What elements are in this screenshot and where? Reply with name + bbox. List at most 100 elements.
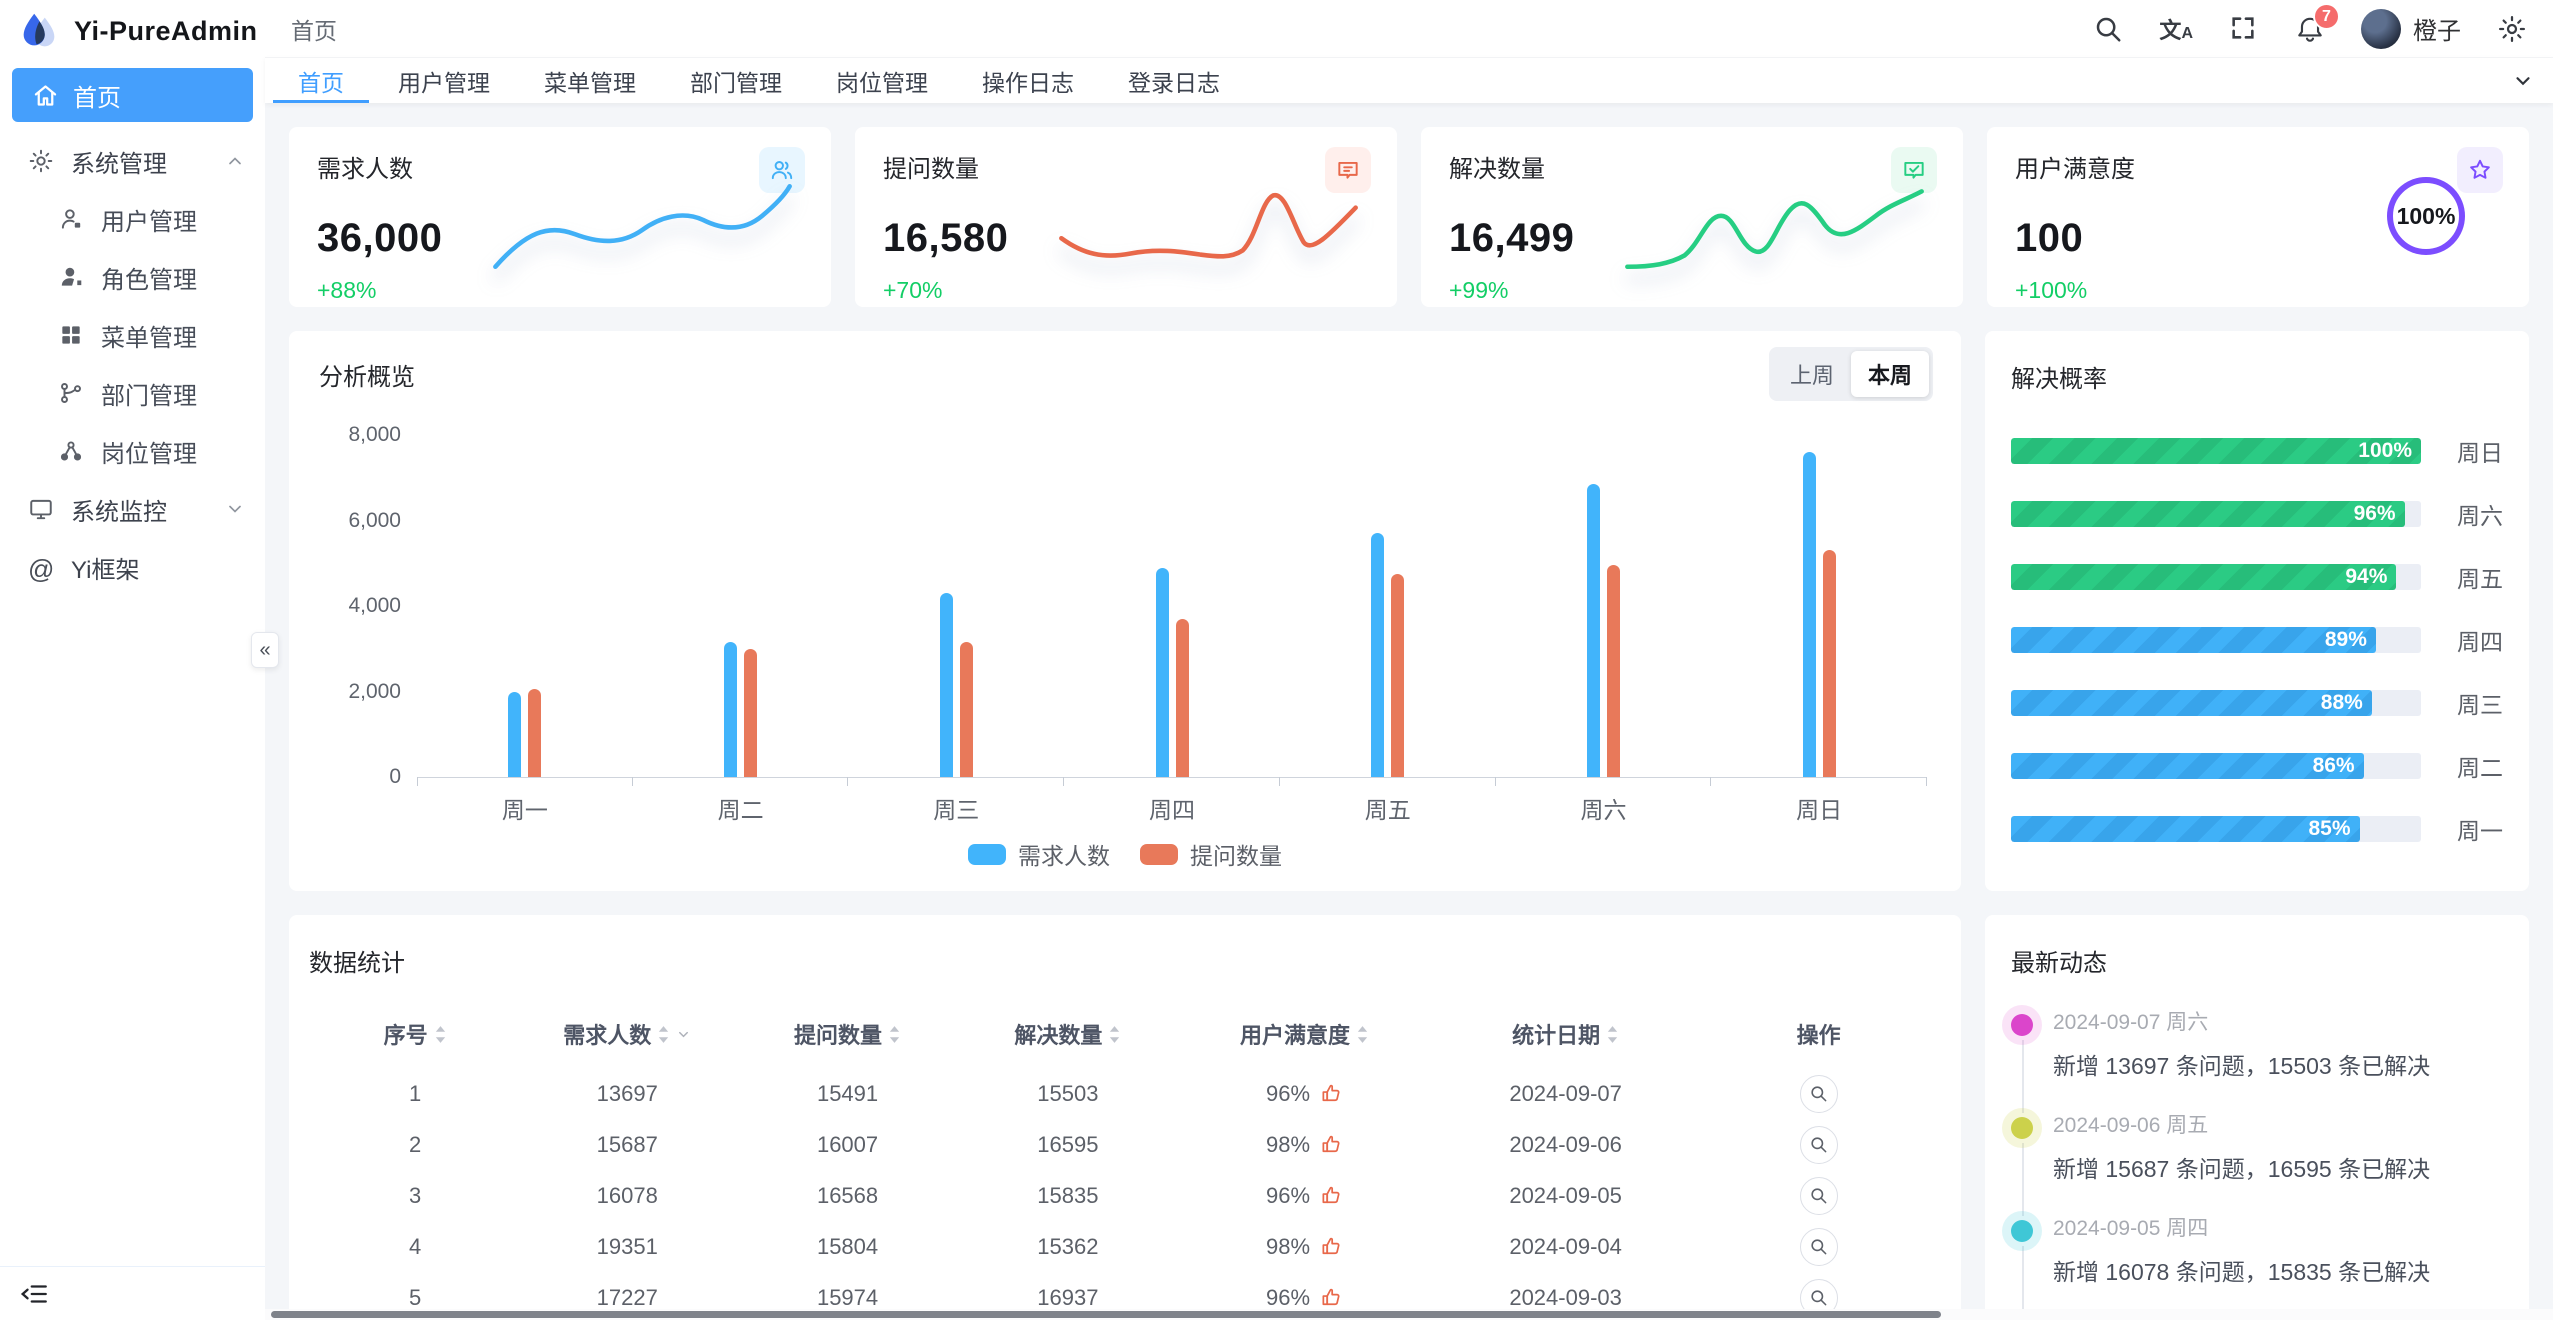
- column-header-demand[interactable]: 需求人数: [563, 1018, 691, 1050]
- sparkline-question: [1059, 193, 1358, 259]
- sidebar-item-menu-management[interactable]: 菜单管理: [0, 306, 265, 364]
- tabs-more-chevron-icon[interactable]: [2493, 58, 2553, 103]
- bar-group[interactable]: 周六: [1496, 435, 1712, 823]
- stat-title: 提问数量: [883, 156, 979, 183]
- bar-group[interactable]: 周一: [417, 435, 633, 823]
- column-header-question[interactable]: 提问数量: [794, 1018, 901, 1050]
- sort-carets-icon: [1607, 1025, 1618, 1043]
- row-view-button[interactable]: [1799, 1227, 1838, 1266]
- sidebar-item-yi-framework[interactable]: @ Yi框架: [0, 538, 265, 596]
- sidebar-item-system-monitor[interactable]: 系统监控: [0, 480, 265, 538]
- logo-drop-icon: [16, 8, 62, 54]
- cell-question: 16007: [816, 1131, 879, 1157]
- column-header-date[interactable]: 统计日期: [1512, 1018, 1619, 1050]
- tab-login-log[interactable]: 登录日志: [1128, 69, 1220, 96]
- tab-menu-management[interactable]: 菜单管理: [544, 69, 636, 96]
- at-icon: @: [28, 553, 55, 584]
- toggle-last-week[interactable]: 上周: [1789, 363, 1834, 388]
- progress-row: 89% 周四: [2011, 627, 2503, 655]
- latest-activity-card: 最新动态 2024-09-07 周六 新增 13697 条问题，15503 条已解…: [1985, 915, 2529, 1320]
- x-axis-label: 周日: [1796, 797, 1843, 823]
- legend-item-question[interactable]: 提问数量: [1140, 837, 1282, 871]
- chart-legend: 需求人数 提问数量: [289, 837, 1961, 871]
- y-axis-tick: 6,000: [348, 508, 401, 532]
- legend-item-demand[interactable]: 需求人数: [968, 837, 1110, 871]
- grid-icon: [58, 322, 85, 349]
- bar-group[interactable]: 周五: [1280, 435, 1496, 823]
- search-icon[interactable]: [2093, 14, 2123, 44]
- column-header-satisfaction[interactable]: 用户满意度: [1240, 1018, 1369, 1050]
- bar-group[interactable]: 周日: [1711, 435, 1927, 823]
- panel-title: 解决概率: [2011, 366, 2107, 393]
- timeline-date: 2024-09-06 周五: [2053, 1114, 2209, 1137]
- user-menu[interactable]: 橙子: [2361, 8, 2461, 49]
- bar-group[interactable]: 周四: [1064, 435, 1280, 823]
- page-content: 需求人数 36,000 +88% 提问数量: [265, 103, 2553, 1320]
- tab-department-management[interactable]: 部门管理: [690, 69, 782, 96]
- sidebar-item-system-management[interactable]: 系统管理: [0, 132, 265, 190]
- sparkline-demand: [493, 184, 792, 270]
- tab-user-management[interactable]: 用户管理: [398, 69, 490, 96]
- cell-demand: 19351: [596, 1233, 658, 1259]
- stat-title: 用户满意度: [2015, 156, 2135, 183]
- gear-icon: [28, 148, 55, 175]
- bar-group[interactable]: 周三: [848, 435, 1064, 823]
- week-toggle: 上周 本周: [1768, 347, 1933, 401]
- solved-chat-icon: [1891, 147, 1937, 193]
- collapse-menu-icon[interactable]: [20, 1279, 50, 1309]
- fullscreen-icon[interactable]: [2229, 14, 2259, 44]
- timeline-text: 新增 15687 条问题，16595 条已解决: [2053, 1156, 2431, 1182]
- cell-solved: 15835: [1037, 1182, 1099, 1208]
- row-view-button[interactable]: [1799, 1074, 1838, 1113]
- progress-row: 88% 周三: [2011, 690, 2503, 718]
- sidebar-item-label: 菜单管理: [101, 324, 197, 352]
- row-view-button[interactable]: [1799, 1125, 1838, 1164]
- day-label: 周四: [2457, 629, 2503, 655]
- cell-date: 2024-09-04: [1509, 1233, 1622, 1259]
- thumbs-up-icon: [1322, 1135, 1340, 1153]
- timeline-item: 2024-09-05 周四 新增 16078 条问题，15835 条已解决: [2011, 1212, 2503, 1319]
- column-header-solved[interactable]: 解决数量: [1014, 1018, 1121, 1050]
- star-icon: [2457, 147, 2503, 193]
- scrollbar-thumb[interactable]: [271, 1311, 1942, 1318]
- progress-row: 96% 周六: [2011, 501, 2503, 529]
- notification-bell-icon[interactable]: 7: [2295, 2, 2340, 44]
- tab-home[interactable]: 首页: [271, 58, 371, 103]
- tab-operation-log[interactable]: 操作日志: [982, 69, 1074, 96]
- panel-title: 分析概览: [319, 364, 415, 391]
- day-label: 周三: [2457, 692, 2503, 718]
- sidebar-item-department-management[interactable]: 部门管理: [0, 364, 265, 422]
- cell-question: 15804: [816, 1233, 879, 1259]
- row-view-button[interactable]: [1799, 1176, 1838, 1215]
- translate-icon[interactable]: 文A: [2159, 17, 2193, 43]
- magnifier-icon: [1811, 1137, 1827, 1153]
- sidebar-collapse-handle[interactable]: «: [251, 632, 279, 668]
- sidebar-item-post-management[interactable]: 岗位管理: [0, 422, 265, 480]
- cell-demand: 17227: [596, 1284, 658, 1310]
- username: 橙子: [2413, 18, 2461, 45]
- toggle-this-week[interactable]: 本周: [1850, 351, 1929, 397]
- user-lock-icon: [58, 206, 85, 233]
- sort-carets-icon: [1110, 1025, 1120, 1043]
- cell-demand: 13697: [596, 1080, 658, 1106]
- cell-action: [1696, 1068, 1941, 1119]
- bottom-row: 数据统计 序号 需求人数 提问数量 解决数量 用户满意度 统计日期 操作: [289, 915, 2529, 1320]
- timeline-dot: [2011, 1014, 2033, 1036]
- timeline-dot: [2011, 1117, 2033, 1139]
- column-filter-chevron-icon: [679, 1031, 689, 1037]
- sidebar-item-home[interactable]: 首页: [12, 68, 253, 122]
- settings-gear-icon[interactable]: [2497, 14, 2527, 44]
- column-header-seq[interactable]: 序号: [384, 1018, 447, 1050]
- sidebar-item-role-management[interactable]: 角色管理: [0, 248, 265, 306]
- bar-group[interactable]: 周二: [633, 435, 849, 823]
- progress-bar: 88%: [2011, 690, 2372, 716]
- y-axis-tick: 8,000: [348, 423, 401, 446]
- logo[interactable]: Yi-PureAdmin: [0, 0, 265, 62]
- tab-post-management[interactable]: 岗位管理: [836, 69, 928, 96]
- progress-row: 100% 周日: [2011, 438, 2503, 466]
- sidebar-item-user-management[interactable]: 用户管理: [0, 190, 265, 248]
- timeline-list: 2024-09-07 周六 新增 13697 条问题，15503 条已解决 202…: [2011, 1006, 2503, 1320]
- horizontal-scrollbar[interactable]: [265, 1309, 2553, 1320]
- x-axis-label: 周二: [717, 797, 764, 823]
- stat-value: 36,000: [317, 216, 443, 260]
